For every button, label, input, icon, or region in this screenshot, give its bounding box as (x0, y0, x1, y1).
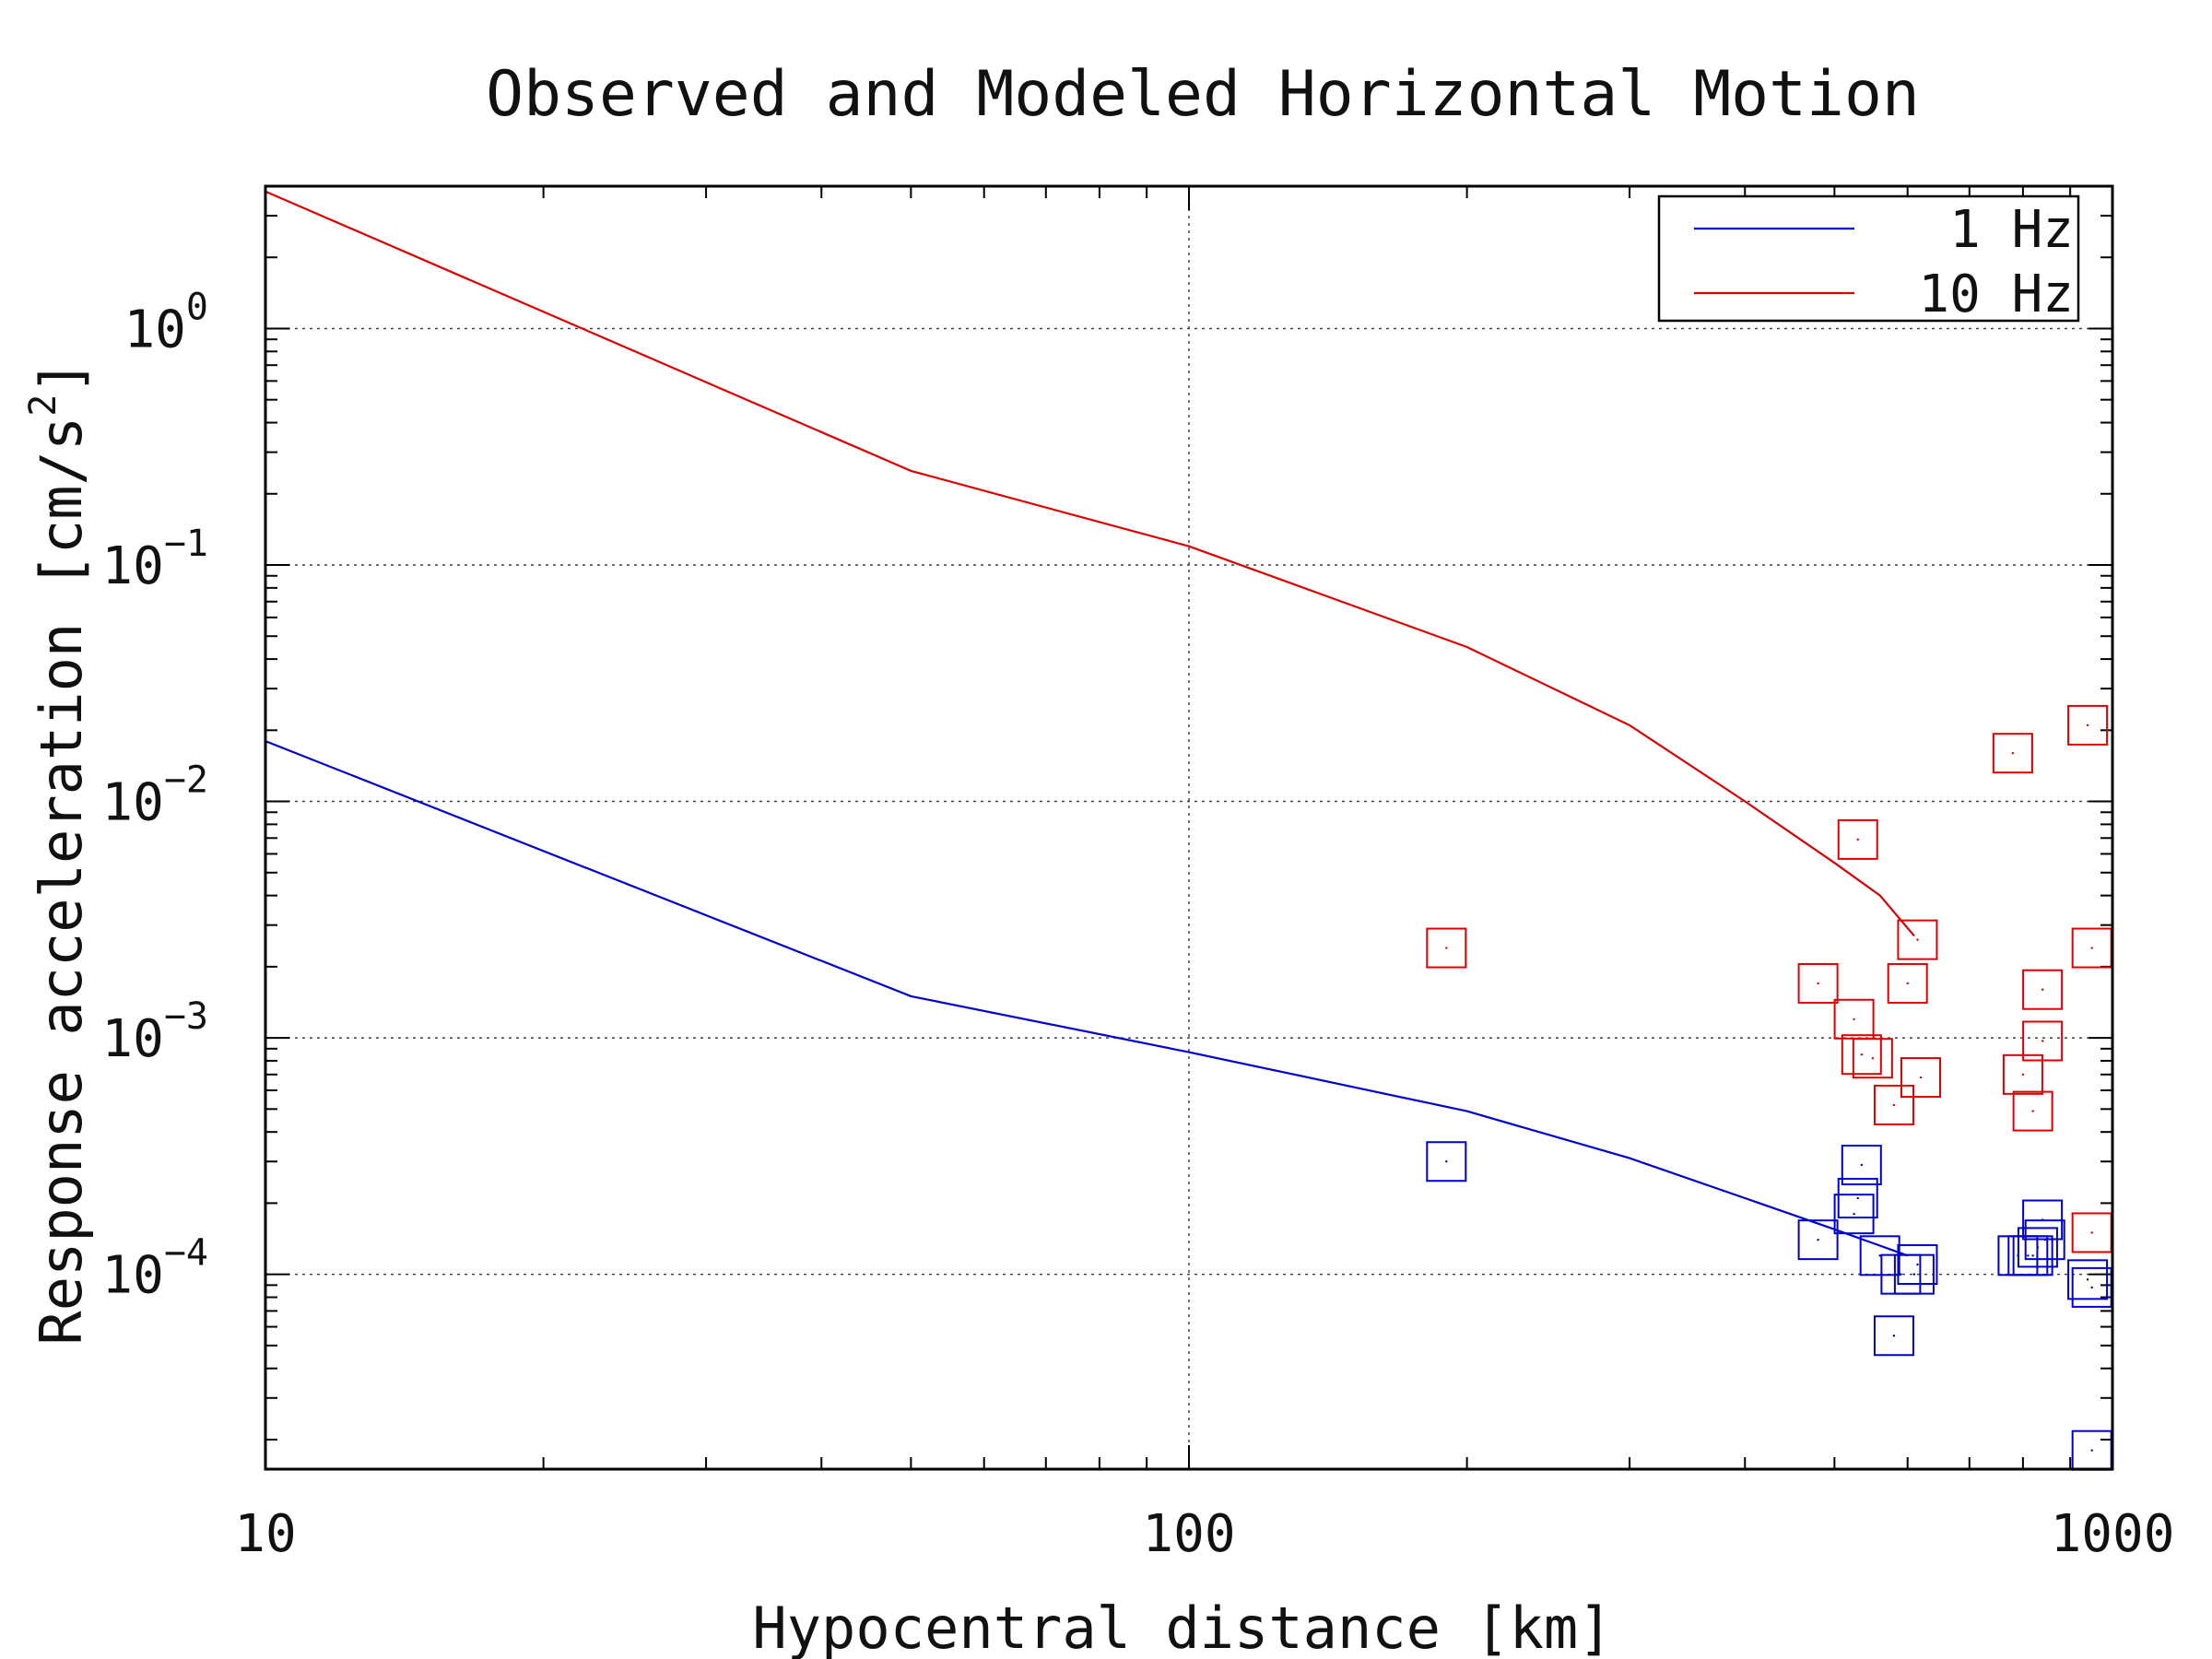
x-axis-label: Hypocentral distance [km] (752, 1594, 1612, 1659)
model-line-1-hz (265, 740, 1909, 1257)
y-axis-label: Response acceleration [cm/s2] (22, 359, 95, 1345)
observed-point-10-hz (1837, 818, 1878, 860)
observed-point-10-hz (1426, 927, 1467, 969)
y-axis-label-superscript: 2 (22, 394, 65, 417)
grid (265, 186, 2112, 1469)
observed-point-center-10-hz (1856, 838, 1859, 841)
observed-point-10-hz (1852, 1038, 1893, 1079)
observed-point-10-hz (1992, 733, 2033, 774)
observed-point-1-hz (2067, 1259, 2109, 1300)
observed-point-center-1-hz (1912, 1273, 1916, 1276)
observed-point-10-hz (1873, 1084, 1914, 1125)
observed-point-1-hz (1837, 1177, 1878, 1218)
observed-point-center-10-hz (1906, 982, 1909, 985)
observed-point-10-hz (2067, 704, 2109, 746)
observed-point-center-10-hz (2021, 1073, 2025, 1077)
x-tick-label: 1000 (2051, 1504, 2175, 1564)
observed-point-center-1-hz (1892, 1335, 1896, 1337)
legend-label: 1 Hz (1949, 200, 2074, 260)
observed-point-center-10-hz (1445, 947, 1448, 949)
observed-point-center-1-hz (2090, 1286, 2093, 1289)
observed-point-10-hz (2022, 1020, 2064, 1062)
model-lines (265, 190, 1915, 1257)
observed-point-10-hz (1900, 1057, 1941, 1099)
y-axis-label-main: Response acceleration [cm/s (28, 417, 95, 1346)
observed-point-10-hz (1797, 962, 1839, 1004)
observed-point-center-1-hz (1856, 1196, 1859, 1200)
plot-area-frame (264, 184, 2114, 1471)
observed-point-10-hz (1841, 1034, 1882, 1076)
observed-points (1426, 704, 2112, 1471)
observed-point-center-1-hz (2043, 1238, 2046, 1241)
observed-point-1-hz (2012, 1235, 2053, 1277)
observed-point-center-1-hz (2031, 1254, 2034, 1257)
observed-point-1-hz (2017, 1227, 2058, 1268)
observed-point-center-10-hz (2086, 724, 2089, 727)
y-tick-labels: 100 10−1 10−2 10−3 10−4 (101, 286, 208, 1305)
observed-point-center-10-hz (1853, 1018, 1855, 1020)
observed-point-center-10-hz (1817, 982, 1819, 985)
observed-point-center-10-hz (1919, 1076, 1923, 1079)
observed-point-center-1-hz (1878, 1254, 1881, 1257)
observed-point-center-1-hz (1853, 1212, 1855, 1216)
observed-point-center-1-hz (2090, 1449, 2093, 1452)
observed-point-center-10-hz (2090, 1231, 2093, 1234)
observed-point-center-10-hz (2090, 947, 2093, 949)
observed-point-10-hz (2022, 969, 2064, 1010)
observed-point-center-1-hz (2036, 1246, 2040, 1249)
y-tick-label: 10−3 (101, 995, 208, 1069)
observed-point-center-1-hz (1817, 1238, 1819, 1241)
chart-title: Observed and Modeled Horizontal Motion (486, 58, 1920, 131)
observed-point-center-10-hz (1892, 1103, 1896, 1107)
x-tick-label: 100 (1142, 1504, 1235, 1564)
y-axis-label-tail: ] (28, 359, 95, 394)
x-tick-label: 10 (234, 1504, 296, 1564)
y-tick-label: 10−1 (101, 523, 208, 596)
legend-label: 10 Hz (1918, 265, 2074, 324)
observed-point-center-1-hz (1916, 1263, 1919, 1266)
observed-point-center-1-hz (2027, 1254, 2030, 1257)
observed-point-center-10-hz (1916, 938, 1919, 941)
observed-point-10-hz (1887, 962, 1928, 1004)
observed-point-center-1-hz (1860, 1163, 1864, 1167)
observed-point-center-10-hz (2011, 751, 2015, 755)
x-tick-labels: 10 100 1000 (234, 1504, 2174, 1564)
observed-point-1-hz (1797, 1219, 1839, 1261)
observed-point-1-hz (1426, 1141, 1467, 1182)
observed-point-center-10-hz (2031, 1110, 2034, 1112)
observed-point-10-hz (2012, 1090, 2053, 1132)
observed-point-center-1-hz (1900, 1273, 1902, 1276)
model-line-10-hz (265, 190, 1915, 937)
observed-point-10-hz (1897, 919, 1938, 960)
observed-point-center-1-hz (1445, 1160, 1448, 1163)
observed-point-1-hz (1893, 1253, 1935, 1295)
axis-ticks (265, 185, 2112, 1469)
observed-point-center-10-hz (1871, 1056, 1875, 1060)
observed-point-center-10-hz (2041, 1040, 2044, 1042)
observed-point-1-hz (2024, 1219, 2065, 1261)
observed-point-1-hz (1873, 1315, 1914, 1357)
y-tick-label: 10−2 (101, 759, 208, 833)
y-tick-label: 100 (124, 286, 208, 359)
observed-point-center-1-hz (2086, 1278, 2089, 1281)
observed-point-1-hz (1897, 1244, 1938, 1286)
observed-point-1-hz (1833, 1194, 1875, 1235)
observed-point-center-10-hz (2041, 988, 2044, 991)
y-tick-label: 10−4 (101, 1232, 208, 1306)
observed-point-1-hz (1841, 1145, 1882, 1186)
legend-box (1657, 194, 2080, 323)
observed-point-center-10-hz (1860, 1053, 1864, 1056)
